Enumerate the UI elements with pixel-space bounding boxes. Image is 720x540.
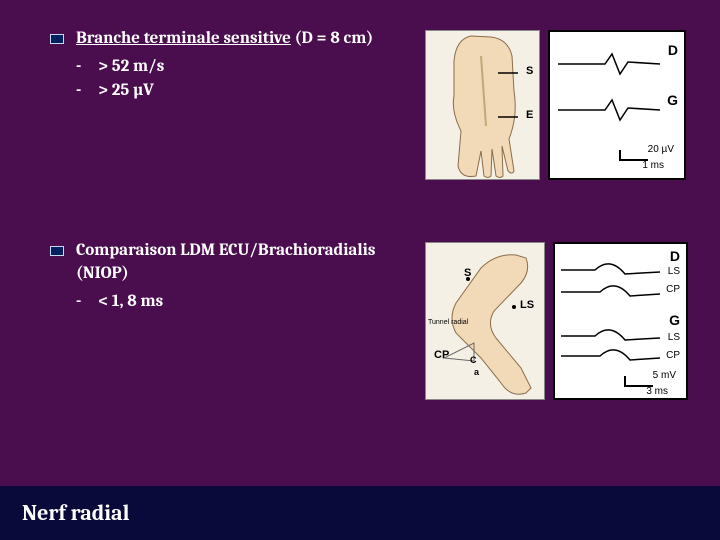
anatomy-arm-diagram: S LS CP C a Tunnel radial — [425, 242, 545, 400]
section-1-heading: Branche terminale sensitive (D = 8 cm) — [76, 28, 373, 51]
waveform-box-1: D G 20 µV 1 ms — [548, 30, 686, 180]
anatomy-label: a — [474, 367, 479, 377]
anatomy-label-e: E — [526, 109, 533, 121]
bullet-icon — [50, 34, 64, 44]
trace-small-label: LS — [668, 266, 680, 277]
anatomy-label: C — [470, 355, 477, 365]
anatomy-label: S — [464, 267, 471, 279]
trace-small-label: CP — [666, 284, 680, 295]
list-item: -< 1, 8 ms — [76, 290, 415, 314]
heading-underlined: Branche terminale sensitive — [76, 29, 291, 48]
section-2-sublist: -< 1, 8 ms — [76, 290, 415, 314]
section-1-text: Branche terminale sensitive (D = 8 cm) -… — [50, 28, 425, 103]
bullet-icon — [50, 246, 64, 256]
scale-v: 5 mV — [653, 370, 676, 381]
anatomy-label: LS — [520, 299, 534, 311]
anatomy-label: CP — [434, 349, 449, 361]
section-1-figures: S E D G 20 µV 1 ms — [425, 28, 686, 180]
footer-bar: Nerf radial — [0, 486, 720, 540]
section-2-text: Comparaison LDM ECU/Brachioradialis (NIO… — [50, 240, 425, 314]
hand-svg — [426, 31, 541, 181]
footer-title: Nerf radial — [22, 500, 129, 526]
section-1-sublist: -> 52 m/s -> 25 µV — [76, 55, 415, 103]
scale-h: 1 ms — [642, 160, 664, 171]
section-2: Comparaison LDM ECU/Brachioradialis (NIO… — [50, 240, 680, 400]
trace-label-d: D — [670, 248, 680, 264]
waveform-box-2: D G LS CP LS CP 5 mV 3 ms — [553, 242, 688, 400]
section-1: Branche terminale sensitive (D = 8 cm) -… — [50, 28, 680, 180]
section-2-figures: S LS CP C a Tunnel radial D G LS CP — [425, 240, 688, 400]
scale-v: 20 µV — [648, 144, 674, 155]
anatomy-hand-diagram: S E — [425, 30, 540, 180]
list-item: -> 52 m/s — [76, 55, 415, 79]
list-item: -> 25 µV — [76, 79, 415, 103]
trace-label-g: G — [669, 312, 680, 328]
trace-small-label: LS — [668, 332, 680, 343]
trace-small-label: CP — [666, 350, 680, 361]
anatomy-label-s: S — [526, 65, 533, 77]
trace-label-g: G — [667, 92, 678, 108]
heading-rest: (D = 8 cm) — [291, 29, 373, 48]
tunnel-label: Tunnel radial — [428, 319, 468, 326]
section-2-heading: Comparaison LDM ECU/Brachioradialis (NIO… — [76, 240, 415, 286]
scale-h: 3 ms — [646, 386, 668, 397]
trace-label-d: D — [668, 42, 678, 58]
